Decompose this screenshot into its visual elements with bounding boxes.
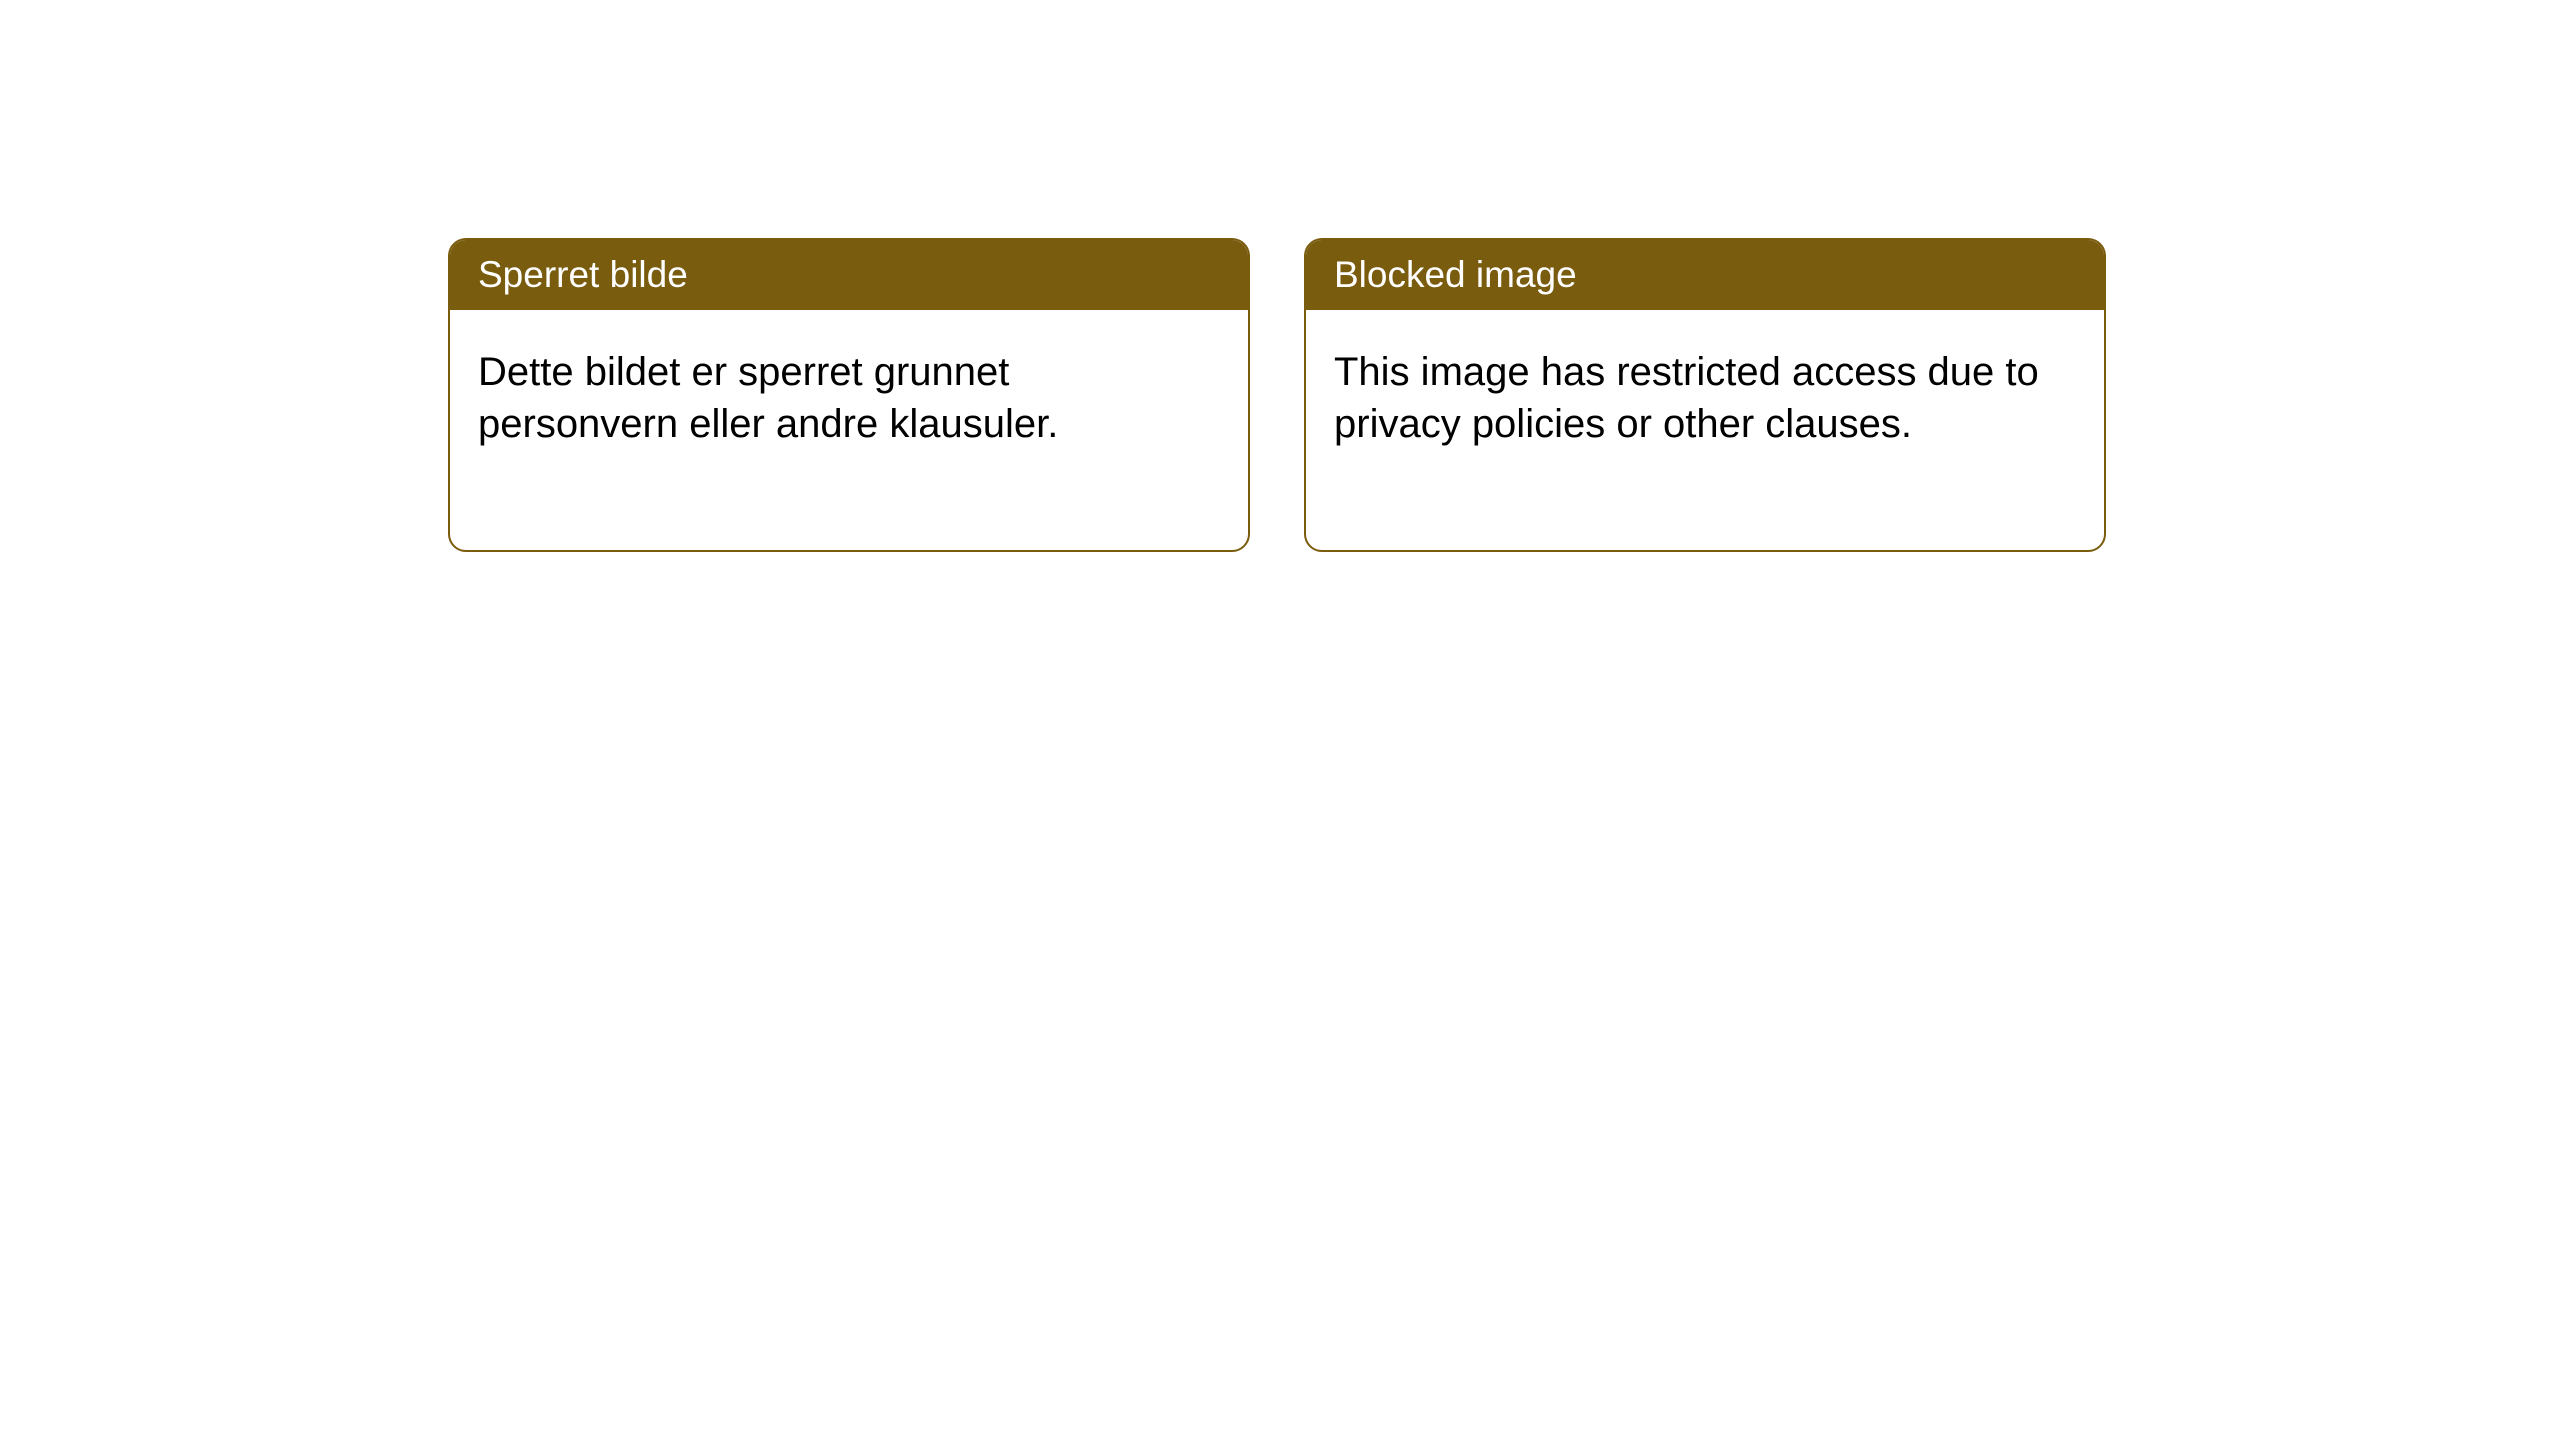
card-title: Sperret bilde <box>478 254 688 295</box>
notice-card-english: Blocked image This image has restricted … <box>1304 238 2106 552</box>
card-title: Blocked image <box>1334 254 1577 295</box>
card-body-text: Dette bildet er sperret grunnet personve… <box>478 350 1058 446</box>
card-body: This image has restricted access due to … <box>1306 310 2104 550</box>
notice-card-norwegian: Sperret bilde Dette bildet er sperret gr… <box>448 238 1250 552</box>
card-header: Blocked image <box>1306 240 2104 310</box>
card-header: Sperret bilde <box>450 240 1248 310</box>
card-body-text: This image has restricted access due to … <box>1334 350 2039 446</box>
card-body: Dette bildet er sperret grunnet personve… <box>450 310 1248 550</box>
cards-container: Sperret bilde Dette bildet er sperret gr… <box>0 0 2560 552</box>
